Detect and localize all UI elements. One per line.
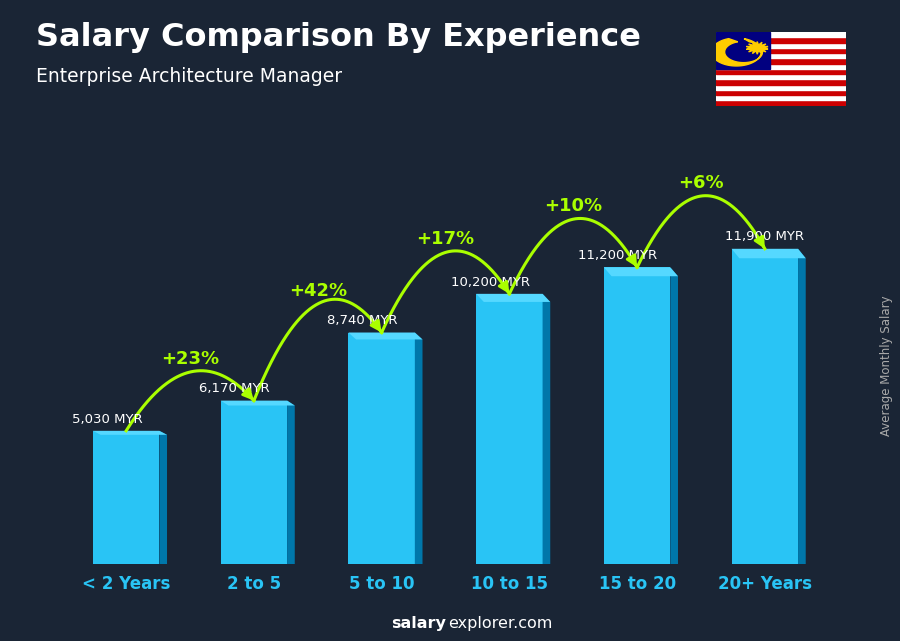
Bar (476, 294, 543, 564)
Bar (716, 58, 846, 63)
Text: explorer.com: explorer.com (448, 617, 553, 631)
Polygon shape (415, 333, 422, 564)
Bar (716, 37, 846, 42)
Text: 10,200 MYR: 10,200 MYR (451, 276, 530, 288)
Bar (716, 90, 846, 96)
Text: 5,030 MYR: 5,030 MYR (72, 413, 142, 426)
Bar (732, 249, 798, 564)
Polygon shape (287, 401, 295, 564)
Bar (716, 69, 846, 74)
Bar (716, 63, 846, 69)
Bar (716, 101, 846, 106)
Text: 11,900 MYR: 11,900 MYR (725, 231, 805, 244)
Text: +10%: +10% (544, 197, 602, 215)
Bar (716, 32, 846, 37)
Text: salary: salary (392, 617, 446, 631)
Bar (716, 48, 846, 53)
Text: Enterprise Architecture Manager: Enterprise Architecture Manager (36, 67, 342, 87)
Polygon shape (798, 249, 806, 564)
Bar (716, 74, 846, 79)
Bar (716, 32, 770, 69)
Bar (604, 267, 670, 564)
Text: 8,740 MYR: 8,740 MYR (328, 314, 398, 327)
Polygon shape (220, 401, 295, 406)
Polygon shape (348, 333, 422, 340)
Bar (716, 79, 846, 85)
Bar (716, 53, 846, 58)
Polygon shape (712, 38, 762, 66)
Polygon shape (159, 431, 167, 564)
Polygon shape (93, 431, 167, 435)
Bar (220, 401, 287, 564)
Polygon shape (746, 42, 768, 54)
Text: 6,170 MYR: 6,170 MYR (200, 382, 270, 395)
Bar (716, 85, 846, 90)
Bar (716, 96, 846, 101)
Polygon shape (604, 267, 678, 276)
Bar (93, 431, 159, 564)
Text: Salary Comparison By Experience: Salary Comparison By Experience (36, 22, 641, 53)
Polygon shape (543, 294, 550, 564)
Polygon shape (670, 267, 678, 564)
Polygon shape (476, 294, 550, 302)
Text: +6%: +6% (679, 174, 724, 192)
Text: Average Monthly Salary: Average Monthly Salary (880, 295, 893, 436)
Text: +42%: +42% (289, 282, 347, 300)
Bar (716, 42, 846, 48)
Text: +17%: +17% (417, 231, 474, 249)
Text: +23%: +23% (161, 350, 219, 368)
Text: 11,200 MYR: 11,200 MYR (579, 249, 658, 262)
Polygon shape (732, 249, 806, 258)
Bar (348, 333, 415, 564)
